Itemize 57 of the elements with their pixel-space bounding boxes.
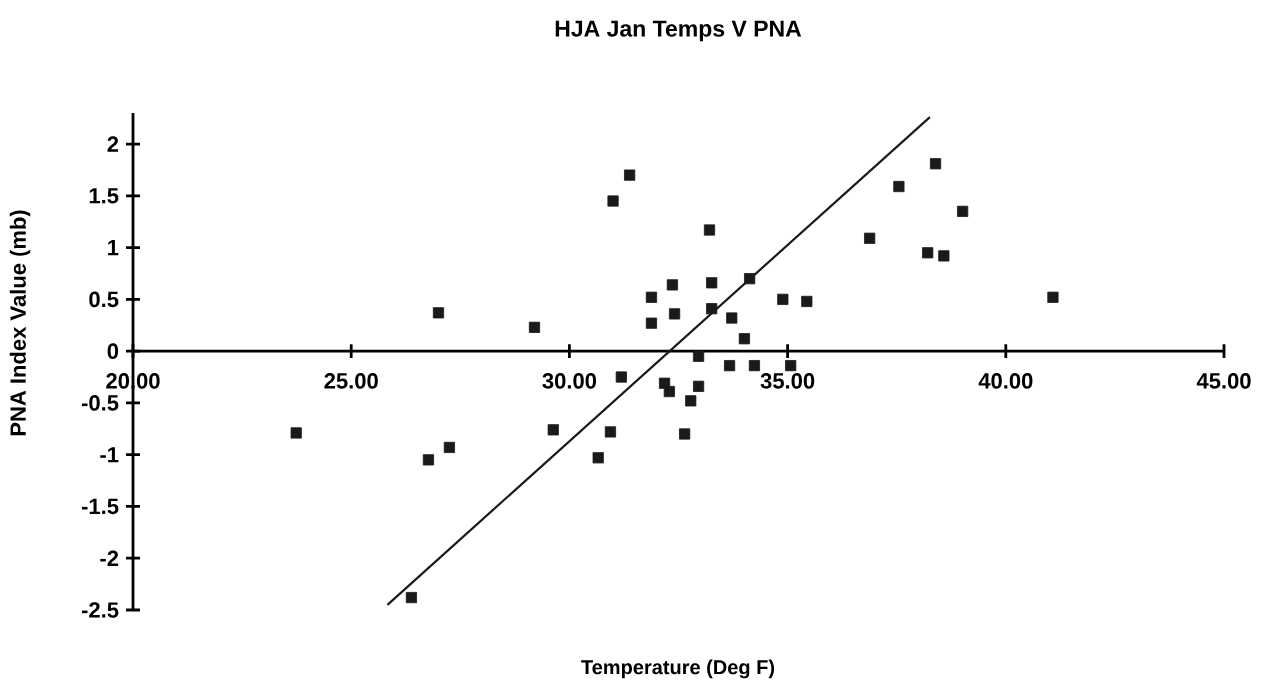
point (723, 360, 736, 372)
point (785, 360, 797, 372)
point (645, 317, 658, 329)
point (744, 273, 756, 285)
point (604, 426, 617, 438)
chart-title: HJA Jan Temps V PNA (555, 20, 802, 42)
x-tick-label: 25.00 (324, 373, 378, 389)
point (693, 350, 705, 362)
point (645, 291, 658, 303)
y-axis-title: PNA Index Value (mb) (9, 210, 31, 436)
point (706, 303, 718, 315)
point (666, 279, 678, 291)
point (922, 247, 934, 259)
point (663, 385, 675, 398)
point (893, 180, 905, 193)
y-tick-label: 0 (107, 343, 119, 359)
y-tick-label: -1.5 (81, 498, 119, 515)
point (528, 321, 541, 333)
point (726, 312, 738, 324)
point (738, 333, 750, 345)
point (592, 452, 604, 464)
point (547, 424, 559, 436)
point (706, 277, 718, 289)
point (1047, 291, 1059, 303)
point (938, 250, 950, 262)
y-tick-label: -1 (100, 447, 119, 463)
point (669, 308, 681, 320)
point (864, 232, 876, 244)
point (405, 591, 418, 604)
y-tick-label: 1.5 (89, 188, 119, 204)
point (801, 295, 813, 308)
y-tick-label: 2 (107, 136, 119, 152)
x-axis-title: Temperature (Deg F) (581, 659, 775, 679)
y-tick-label: -2 (100, 550, 119, 566)
point (685, 395, 697, 407)
x-tick-label: 45.00 (1196, 373, 1251, 389)
point (929, 158, 942, 170)
point (443, 441, 455, 454)
point (957, 205, 969, 217)
x-tick-label: 40.00 (978, 373, 1033, 389)
point (290, 427, 302, 439)
point (422, 454, 435, 466)
point (624, 169, 636, 181)
x-tick-label: 30.00 (542, 373, 597, 389)
point (748, 360, 761, 372)
point (432, 307, 445, 319)
point (615, 371, 627, 383)
y-tick-label: 1 (108, 240, 119, 256)
y-tick-label: -2.5 (81, 602, 119, 618)
y-tick-label: -0.5 (81, 395, 119, 411)
point (777, 293, 789, 305)
point (703, 224, 716, 236)
x-tick-label: 35.00 (760, 373, 815, 389)
point (693, 380, 705, 392)
point (607, 195, 619, 207)
point (679, 428, 691, 440)
y-tick-label: 0.5 (89, 291, 119, 308)
